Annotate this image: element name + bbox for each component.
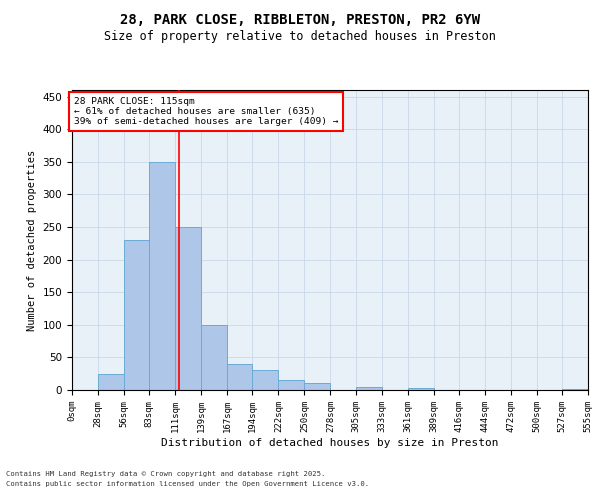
Text: Contains HM Land Registry data © Crown copyright and database right 2025.: Contains HM Land Registry data © Crown c…: [6, 471, 325, 477]
X-axis label: Distribution of detached houses by size in Preston: Distribution of detached houses by size …: [161, 438, 499, 448]
Bar: [253, 370, 278, 390]
Bar: [562, 388, 588, 390]
Text: Contains public sector information licensed under the Open Government Licence v3: Contains public sector information licen…: [6, 481, 369, 487]
Bar: [149, 162, 175, 390]
Bar: [278, 380, 304, 390]
Bar: [304, 384, 331, 390]
Bar: [175, 227, 201, 390]
Y-axis label: Number of detached properties: Number of detached properties: [27, 150, 37, 330]
Text: 28 PARK CLOSE: 115sqm
← 61% of detached houses are smaller (635)
39% of semi-det: 28 PARK CLOSE: 115sqm ← 61% of detached …: [74, 96, 338, 126]
Bar: [201, 325, 227, 390]
Text: Size of property relative to detached houses in Preston: Size of property relative to detached ho…: [104, 30, 496, 43]
Bar: [98, 374, 124, 390]
Bar: [124, 240, 149, 390]
Bar: [227, 364, 253, 390]
Bar: [356, 386, 382, 390]
Bar: [407, 388, 434, 390]
Text: 28, PARK CLOSE, RIBBLETON, PRESTON, PR2 6YW: 28, PARK CLOSE, RIBBLETON, PRESTON, PR2 …: [120, 12, 480, 26]
